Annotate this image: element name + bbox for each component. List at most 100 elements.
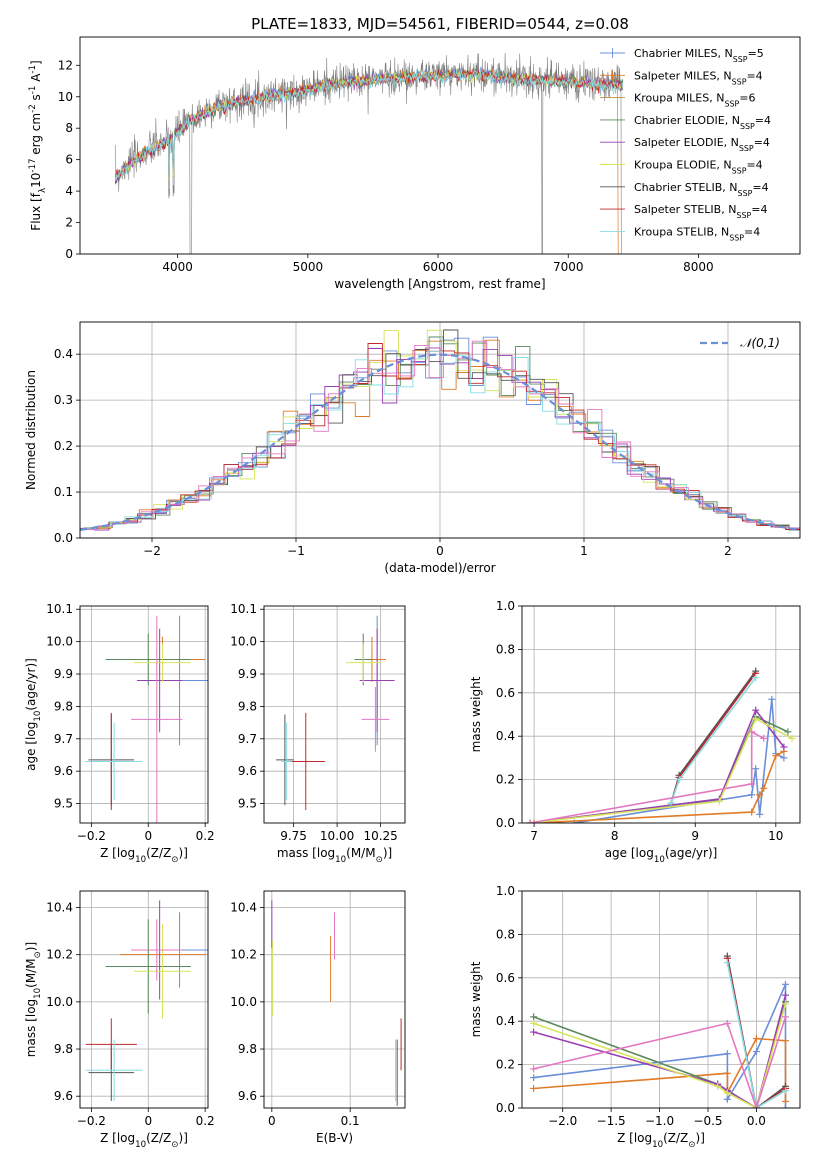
tick-label-y: 9.7 bbox=[54, 732, 73, 746]
legend-entry: 𝒩(0,1) bbox=[740, 336, 780, 350]
ticks: 7 8 9 10 0.0 0.2 0.4 0.6 0.8 1.0 bbox=[496, 599, 784, 843]
series-marker bbox=[781, 1104, 789, 1108]
tick-label-y: 0.2 bbox=[54, 439, 73, 453]
series-marker bbox=[748, 780, 756, 788]
x-axis-label: Z [log10(Z/Z⊙)] bbox=[617, 1131, 705, 1150]
series-marker bbox=[530, 1019, 538, 1027]
series-marker bbox=[760, 734, 768, 742]
errorbar-point bbox=[361, 686, 390, 752]
series-line bbox=[534, 750, 785, 823]
tick-label-y: 2 bbox=[65, 216, 73, 230]
tick-label-y: 9.6 bbox=[238, 1089, 257, 1103]
x-axis-label: Z [log10(Z/Z⊙)] bbox=[100, 846, 188, 865]
plot-area bbox=[526, 667, 796, 823]
tick-label-y: 9.6 bbox=[54, 1089, 73, 1103]
tick-label-x: −1.0 bbox=[645, 1114, 674, 1128]
legend: Chabrier MILES, NSSP=5 Salpeter MILES, NS… bbox=[600, 47, 771, 242]
tick-label-x: −0.2 bbox=[77, 1114, 106, 1128]
series-marker bbox=[760, 784, 768, 792]
tick-label-x: 0 bbox=[144, 1114, 152, 1128]
series-model-6 bbox=[114, 68, 624, 181]
series-marker bbox=[752, 765, 760, 773]
plot-area bbox=[114, 52, 624, 254]
errorbar-point bbox=[105, 919, 191, 1014]
tick-label-x: 6000 bbox=[423, 260, 454, 274]
axes-frame bbox=[79, 890, 209, 1109]
tick-label-x: 0 bbox=[436, 544, 444, 558]
tick-label-y: 0.6 bbox=[496, 971, 515, 985]
tick-label-y: 9.6 bbox=[238, 764, 257, 778]
errorbar-point bbox=[286, 712, 325, 811]
tick-label-y: 9.9 bbox=[54, 667, 73, 681]
legend-entry: Salpeter STELIB, NSSP=4 bbox=[634, 203, 767, 220]
series-marker bbox=[772, 752, 780, 760]
legend-entry: Kroupa MILES, NSSP=6 bbox=[634, 92, 755, 109]
axes-frame bbox=[521, 605, 801, 824]
y-axis-label: Normed distribution bbox=[24, 370, 38, 490]
chart-weight_vs_Z: −2.0 −1.5 −1.0 −0.5 0.0 0.0 0.2 0.4 0.6 0.8 1.0 Z [… bbox=[469, 884, 801, 1150]
axes-frame bbox=[263, 605, 406, 824]
tick-label-x: 10 bbox=[768, 829, 783, 843]
series-marker bbox=[723, 1095, 731, 1103]
axes-frame bbox=[79, 36, 801, 255]
tick-label-x: −0.2 bbox=[77, 829, 106, 843]
tick-label-x: −1.5 bbox=[597, 1114, 626, 1128]
tick-label-y: 10.0 bbox=[46, 635, 73, 649]
tick-label-y: 9.8 bbox=[54, 1042, 73, 1056]
tick-label-y: 9.8 bbox=[238, 1042, 257, 1056]
tick-label-y: 6 bbox=[65, 153, 73, 167]
tick-label-y: 0.0 bbox=[54, 531, 73, 545]
y-axis-label: Flux [fλ10-17 erg cm-2 s-1 A-1] bbox=[28, 60, 48, 230]
series-marker bbox=[768, 695, 776, 703]
series-line bbox=[529, 730, 765, 823]
tick-label-x: −2.0 bbox=[548, 1114, 577, 1128]
legend-entry: Chabrier MILES, NSSP=5 bbox=[634, 47, 764, 64]
chart-residuals: −2 −1 0 1 2 0.0 0.1 0.2 0.3 0.4 (data-model)/error… bbox=[24, 321, 801, 575]
tick-label-x: 8000 bbox=[683, 260, 714, 274]
chart-spectrum: 4000 5000 6000 7000 8000 0 2 4 6 8 10 12 wavelength … bbox=[28, 15, 801, 291]
tick-label-x: 2 bbox=[724, 544, 732, 558]
y-axis-label: mass weight bbox=[469, 676, 483, 752]
legend-entry: Chabrier STELIB, NSSP=4 bbox=[634, 181, 769, 198]
series-marker bbox=[756, 791, 764, 799]
plot-area bbox=[276, 615, 395, 811]
series-marker bbox=[723, 959, 731, 967]
series-marker bbox=[752, 715, 760, 723]
tick-label-y: 10.4 bbox=[46, 901, 73, 915]
axes-frame bbox=[263, 890, 406, 1109]
series-marker bbox=[781, 1000, 789, 1008]
series-data bbox=[114, 52, 623, 254]
series-marker bbox=[530, 1028, 538, 1036]
series-marker bbox=[526, 819, 534, 823]
series-marker bbox=[675, 776, 683, 784]
tick-label-x: 0.1 bbox=[341, 1114, 360, 1128]
tick-label-y: 10.0 bbox=[230, 635, 257, 649]
series-marker bbox=[756, 810, 764, 818]
tick-label-x: 10.00 bbox=[320, 829, 354, 843]
legend-entry: Chabrier ELODIE, NSSP=4 bbox=[634, 114, 771, 130]
tick-label-x: 10.25 bbox=[363, 829, 397, 843]
chart-weight_vs_age: 7 8 9 10 0.0 0.2 0.4 0.6 0.8 1.0 age [log10(age/yr… bbox=[469, 599, 801, 865]
series-marker bbox=[780, 754, 788, 762]
errorbar-point bbox=[85, 722, 143, 801]
tick-label-y: 0.0 bbox=[496, 1101, 515, 1115]
errorbar-point bbox=[276, 714, 294, 806]
histogram-1 bbox=[81, 339, 800, 530]
tick-label-x: −0.5 bbox=[693, 1114, 722, 1128]
tick-label-y: 10.1 bbox=[230, 602, 257, 616]
series-marker bbox=[530, 819, 538, 823]
tick-label-x: 0.0 bbox=[747, 1114, 766, 1128]
series-marker bbox=[781, 1087, 789, 1095]
x-axis-label: Z [log10(Z/Z⊙)] bbox=[100, 1131, 188, 1150]
series-marker bbox=[667, 799, 675, 807]
chart-age_vs_mass: 9.75 10.00 10.25 9.5 9.6 9.7 9.8 9.9 10.0 10.1 mas… bbox=[230, 602, 406, 865]
tick-label-x: 7 bbox=[530, 829, 538, 843]
errorbar-point bbox=[345, 643, 381, 683]
series-model-5 bbox=[114, 69, 624, 184]
tick-label-y: 0.0 bbox=[496, 816, 515, 830]
series-marker bbox=[781, 1097, 789, 1105]
series-marker bbox=[752, 1048, 760, 1056]
tick-label-y: 9.9 bbox=[238, 667, 257, 681]
tick-label-y: 10 bbox=[58, 90, 73, 104]
series-marker bbox=[530, 1074, 538, 1082]
